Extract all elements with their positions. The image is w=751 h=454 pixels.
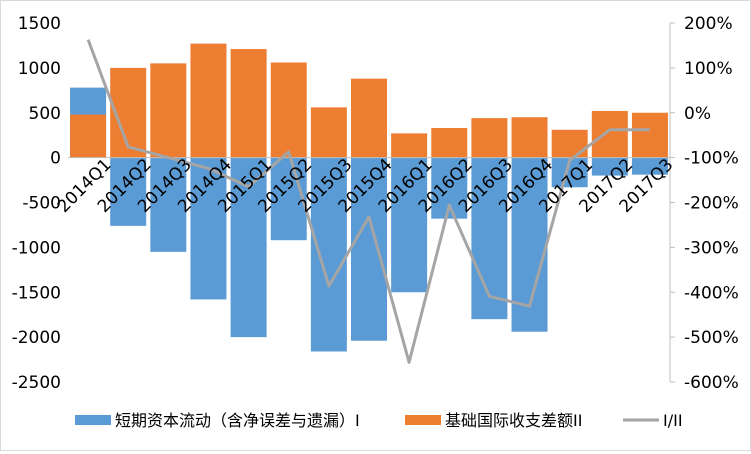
- bar-basic-balance: [190, 44, 226, 158]
- bar-basic-balance: [311, 107, 347, 157]
- right-y-tick-label: -500%: [684, 328, 739, 348]
- legend-swatch-basic-balance: [405, 415, 441, 425]
- legend-label-short-term-capital-flow: 短期资本流动（含净误差与遗漏）I: [115, 411, 360, 430]
- left-y-tick-label: -1000: [12, 238, 61, 258]
- left-y-tick-label: 0: [50, 149, 61, 169]
- left-y-tick-label: 1500: [18, 14, 61, 34]
- bar-basic-balance: [271, 62, 307, 157]
- legend-label-basic-balance: 基础国际收支差额II: [445, 411, 582, 430]
- right-y-tick-label: 100%: [684, 59, 733, 79]
- right-y-tick-label: 200%: [684, 14, 733, 34]
- bar-basic-balance: [632, 113, 668, 158]
- legend-swatch-short-term-capital-flow: [75, 415, 111, 425]
- legend-label-ratio: I/II: [663, 411, 683, 430]
- legend: 短期资本流动（含净误差与遗漏）I 基础国际收支差额II I/II: [75, 411, 683, 430]
- bar-basic-balance: [512, 117, 548, 157]
- bar-basic-balance: [431, 128, 467, 158]
- bar-basic-balance: [471, 118, 507, 157]
- left-y-tick-label: -1500: [12, 283, 61, 303]
- right-y-tick-label: -100%: [684, 149, 739, 169]
- right-y-tick-label: -200%: [684, 194, 739, 214]
- bar-basic-balance: [391, 133, 427, 157]
- bar-basic-balance: [70, 115, 106, 158]
- bar-basic-balance: [231, 49, 267, 158]
- bar-basic-balance: [592, 111, 628, 158]
- right-y-tick-label: -600%: [684, 373, 739, 393]
- right-y-tick-label: 0%: [684, 104, 711, 124]
- left-y-tick-label: -2500: [12, 373, 61, 393]
- bar-basic-balance: [552, 130, 588, 158]
- bar-basic-balance: [150, 63, 186, 157]
- left-y-tick-label: -2000: [12, 328, 61, 348]
- left-y-tick-label: 500: [29, 104, 61, 124]
- left-y-tick-label: 1000: [18, 59, 61, 79]
- bar-basic-balance: [351, 79, 387, 158]
- right-y-tick-label: -400%: [684, 283, 739, 303]
- right-y-tick-label: -300%: [684, 238, 739, 258]
- right-y-axis: 200% 100% 0% -100% -200% -300% -400% -500% -600%: [670, 14, 739, 393]
